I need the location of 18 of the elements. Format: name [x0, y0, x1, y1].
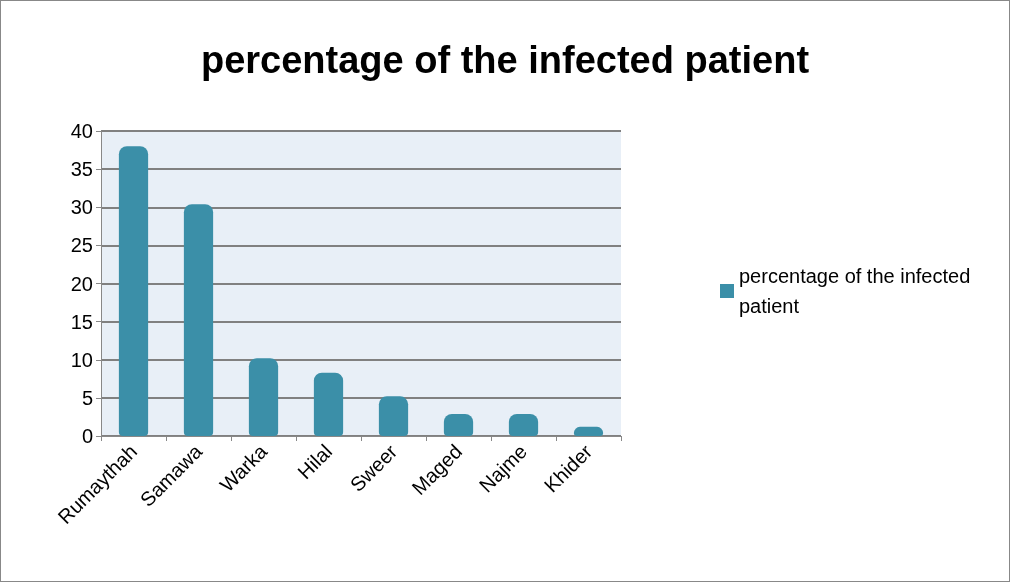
y-tick-label: 20 — [70, 272, 93, 295]
bar — [183, 204, 214, 436]
legend-label: percentage of the infected patient — [739, 265, 976, 317]
bar — [378, 396, 409, 436]
y-tick-label: 0 — [81, 425, 93, 447]
y-tick-label: 25 — [70, 234, 93, 257]
y-tick-label: 40 — [70, 120, 93, 142]
bar — [313, 372, 344, 436]
y-tick-label: 10 — [70, 348, 93, 371]
bar — [118, 146, 149, 436]
y-tick-label: 15 — [70, 310, 93, 333]
chart-title: percentage of the infected patient — [200, 39, 810, 81]
y-tick-label: 30 — [70, 196, 93, 219]
y-tick-label: 5 — [81, 386, 93, 409]
bar — [248, 358, 279, 436]
bar — [443, 413, 474, 436]
y-tick-label: 35 — [70, 158, 93, 181]
bar — [508, 413, 539, 436]
